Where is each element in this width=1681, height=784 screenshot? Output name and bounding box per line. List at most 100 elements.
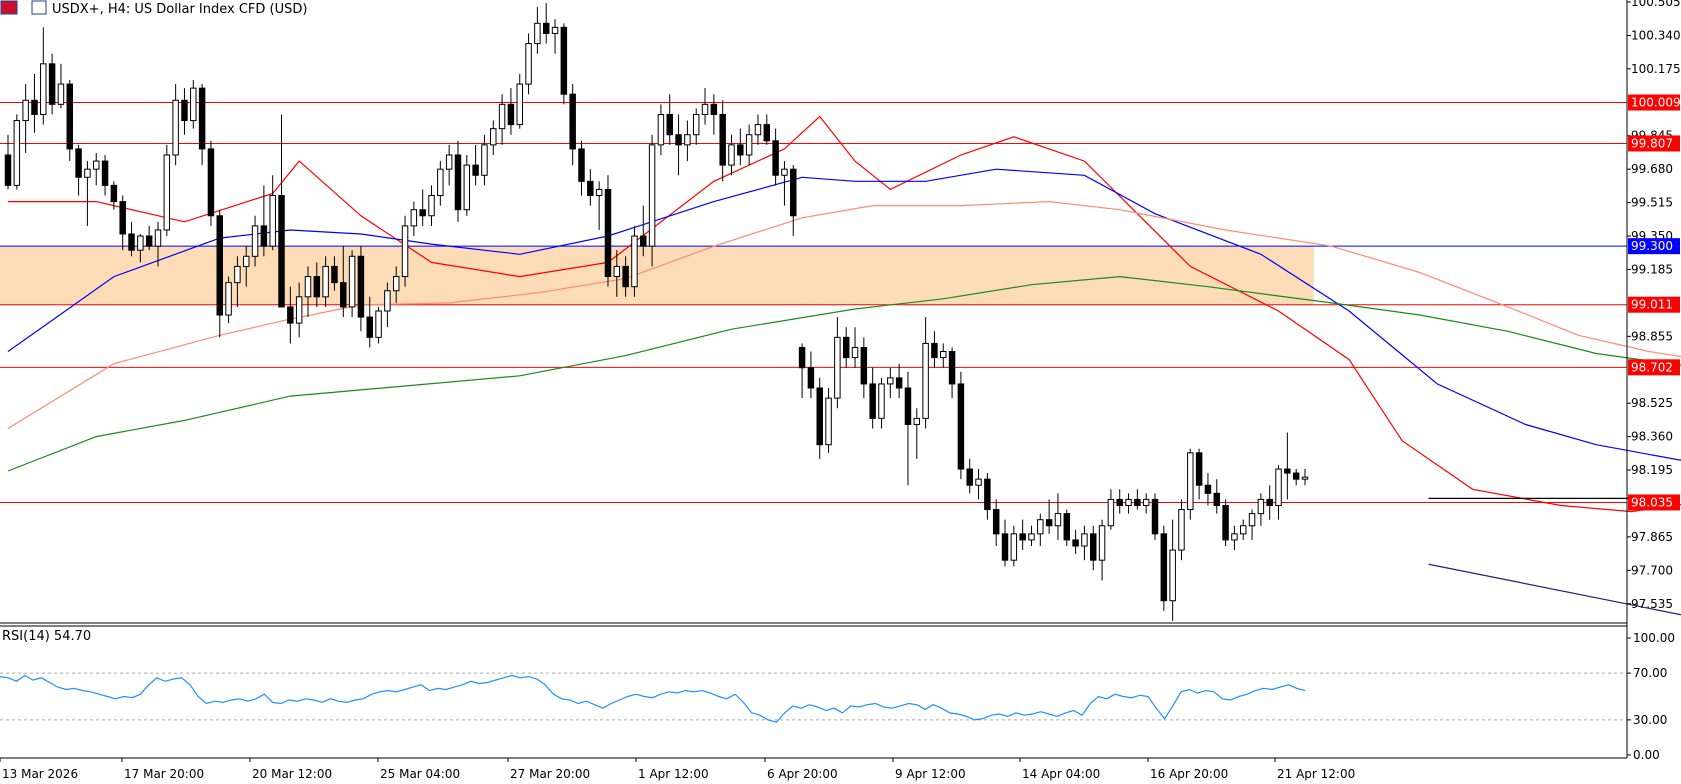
candle-body <box>551 26 559 34</box>
level-tag <box>1628 494 1680 511</box>
time-tick-label: 20 Mar 12:00 <box>252 767 332 781</box>
candle <box>304 266 312 318</box>
moving-average-line <box>8 115 1681 513</box>
candle <box>322 256 329 307</box>
candle <box>331 256 338 291</box>
candle-body <box>110 184 118 203</box>
candle <box>40 27 47 125</box>
candle <box>1178 499 1185 561</box>
candle <box>101 154 109 196</box>
candle <box>1001 519 1009 567</box>
candle-body <box>419 209 426 217</box>
candle-body <box>260 225 268 247</box>
candle-body <box>684 134 691 146</box>
candle <box>578 140 585 196</box>
candle-body <box>287 306 294 324</box>
moving-average-line <box>7 200 1681 430</box>
candle <box>1090 525 1097 571</box>
candle <box>728 134 735 176</box>
candle <box>366 296 373 348</box>
candle <box>1072 529 1079 555</box>
menu-icon[interactable] <box>0 0 18 15</box>
level-tag <box>1628 359 1680 376</box>
candle-body <box>1090 533 1097 561</box>
candle <box>569 84 576 166</box>
candle-body <box>216 215 223 316</box>
moving-averages <box>7 115 1681 513</box>
candle-body <box>1292 472 1300 480</box>
candle <box>1134 489 1141 510</box>
time-tick-label: 27 Mar 20:00 <box>510 767 590 781</box>
candle-body <box>1054 513 1062 527</box>
candle-body <box>498 103 506 130</box>
main-plot[interactable] <box>0 3 1681 621</box>
candle <box>1054 493 1062 540</box>
candle <box>869 367 876 429</box>
candle-body <box>895 377 903 389</box>
candle <box>84 161 91 226</box>
price-tick-label: 97.535 <box>1631 597 1673 611</box>
candle-body <box>1160 533 1168 602</box>
candle <box>260 185 268 257</box>
rsi-pane[interactable]: RSI(14) 54.70 100.00 70.00 30.00 0.00 <box>0 629 1675 762</box>
candle-body <box>128 233 135 251</box>
candle <box>992 499 1000 547</box>
candle-body <box>622 265 629 288</box>
candle <box>957 371 965 480</box>
candle <box>525 33 532 95</box>
candle <box>454 140 462 222</box>
candle-body <box>1195 452 1203 486</box>
candle <box>445 144 453 186</box>
rsi-line-path <box>0 674 1306 723</box>
candle-body <box>816 387 823 446</box>
candle-body <box>1142 498 1150 506</box>
candle <box>1142 493 1150 514</box>
time-tick-label: 13 Mar 2026 <box>2 767 78 781</box>
candle-body <box>851 346 859 359</box>
candle-body <box>842 336 850 359</box>
candle <box>1151 493 1159 540</box>
price-tick-label: 100.175 <box>1631 62 1681 76</box>
candle-body <box>340 282 347 308</box>
candle <box>1160 525 1168 611</box>
candle <box>807 351 815 399</box>
candle-body <box>445 154 453 170</box>
time-tick-label: 6 Apr 20:00 <box>767 767 838 781</box>
candle-body <box>1266 498 1273 506</box>
rsi-line <box>0 674 1306 723</box>
candle <box>692 108 700 145</box>
candle-body <box>940 351 947 359</box>
candle-body <box>560 26 568 95</box>
candle-body <box>490 128 497 146</box>
candle-body <box>1231 533 1238 541</box>
chart-icon[interactable] <box>31 0 47 15</box>
candle-body <box>163 154 171 231</box>
candle-body <box>1240 525 1247 535</box>
candle-body <box>1222 504 1229 541</box>
candle <box>984 473 991 520</box>
candle <box>922 317 929 429</box>
candle <box>242 246 250 287</box>
candle-body <box>507 103 515 126</box>
candle <box>22 84 29 153</box>
candle-body <box>807 367 815 389</box>
rsi-axis: 100.00 70.00 30.00 0.00 <box>1627 631 1675 762</box>
rsi-tick-label: 30.00 <box>1633 713 1667 727</box>
candle <box>542 3 550 44</box>
candle-body <box>595 188 603 197</box>
candle-body <box>357 255 365 318</box>
candle-body <box>1107 498 1115 527</box>
candle-body <box>1275 468 1282 506</box>
candle-body <box>710 103 718 115</box>
candle-body <box>1301 476 1309 480</box>
price-tick-label: 99.185 <box>1631 262 1673 276</box>
candle <box>1257 493 1265 526</box>
candle-body <box>392 276 400 292</box>
level-tags: 100.009 99.807 99.300 99.011 98.702 98.035 <box>1628 94 1681 511</box>
candle <box>198 84 206 166</box>
candle-body <box>745 134 753 156</box>
level-tag <box>1628 238 1680 255</box>
level-tag <box>1628 135 1680 152</box>
candle-body <box>234 265 241 284</box>
